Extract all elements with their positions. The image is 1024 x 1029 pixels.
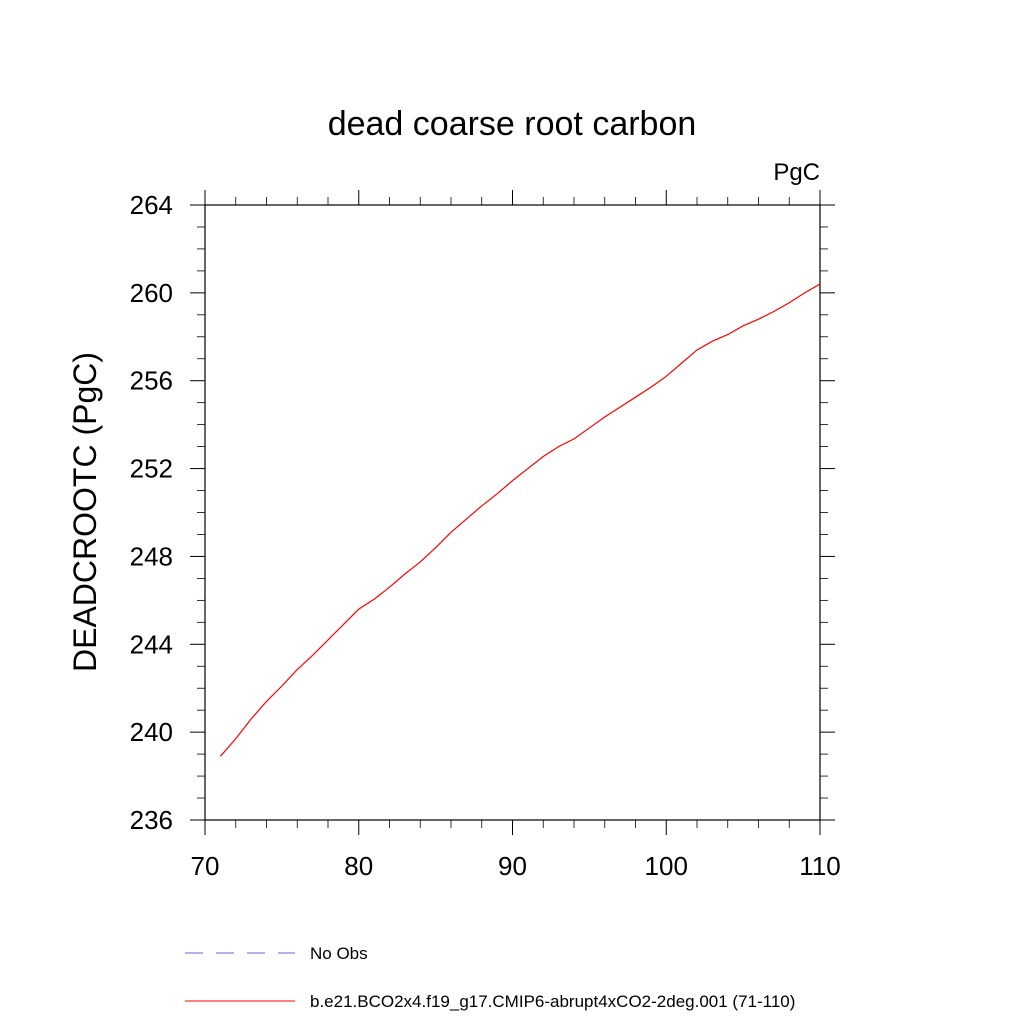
- series-line-1: [219, 283, 821, 757]
- y-tick-label: 264: [130, 190, 173, 220]
- series-layer: [219, 283, 821, 757]
- legend: No Obs b.e21.BCO2x4.f19_g17.CMIP6-abrupt4…: [185, 944, 795, 1011]
- y-tick-label: 252: [130, 454, 173, 484]
- x-tick-label: 110: [799, 851, 840, 881]
- legend-label-1: b.e21.BCO2x4.f19_g17.CMIP6-abrupt4xCO2-2…: [310, 992, 795, 1011]
- axes: 70 80 90 100 110 236 240 244 248 252 256 260 264: [130, 190, 841, 881]
- y-tick-label: 240: [130, 717, 173, 747]
- y-tick-label: 260: [130, 278, 173, 308]
- y-axis-label: DEADCROOTC (PgC): [67, 352, 103, 672]
- x-tick-label: 80: [344, 851, 373, 881]
- chart-title: dead coarse root carbon: [328, 105, 697, 143]
- y-tick-label: 244: [130, 629, 173, 659]
- plot-frame: [204, 204, 821, 821]
- x-tick-label: 100: [645, 851, 688, 881]
- legend-label-0: No Obs: [310, 944, 368, 963]
- y-tick-label: 256: [130, 366, 173, 396]
- y-tick-label: 236: [130, 805, 173, 835]
- x-tick-label: 90: [498, 851, 527, 881]
- units-label: PgC: [773, 159, 820, 186]
- x-tick-label: 70: [191, 851, 220, 881]
- y-tick-label: 248: [130, 541, 173, 571]
